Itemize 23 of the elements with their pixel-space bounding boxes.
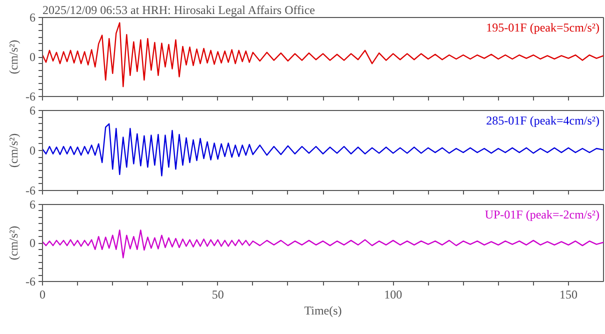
y-axis-title: (cm/s²) bbox=[6, 226, 21, 260]
line-series bbox=[42, 230, 604, 258]
x-tick-label: 100 bbox=[384, 288, 402, 302]
y-tick-label: 6 bbox=[30, 198, 36, 212]
y-tick-label: 0 bbox=[30, 50, 36, 64]
y-tick-label: -6 bbox=[26, 90, 36, 104]
y-tick-label: 6 bbox=[30, 104, 36, 118]
y-tick-label: 0 bbox=[30, 144, 36, 158]
y-axis-title: (cm/s²) bbox=[6, 133, 21, 168]
x-tick-label: 0 bbox=[40, 288, 46, 302]
chart-title: 2025/12/09 06:53 at HRH: Hirosaki Legal Affairs Office bbox=[42, 3, 316, 17]
x-tick-label: 150 bbox=[559, 288, 578, 302]
annotation: 195-01F (peak=5cm/s²) bbox=[486, 20, 600, 34]
annotation: 285-01F (peak=4cm/s²) bbox=[486, 114, 600, 128]
x-tick-label: 50 bbox=[212, 288, 224, 302]
y-tick-label: 6 bbox=[30, 10, 36, 24]
x-axis-title: Time(s) bbox=[304, 304, 342, 318]
y-tick-label: -6 bbox=[26, 274, 36, 288]
y-tick-label: -6 bbox=[26, 184, 36, 198]
y-axis-title: (cm/s²) bbox=[6, 40, 21, 74]
annotation: UP-01F (peak=-2cm/s²) bbox=[484, 208, 600, 222]
y-tick-label: 0 bbox=[30, 236, 36, 250]
line-series bbox=[42, 22, 604, 88]
